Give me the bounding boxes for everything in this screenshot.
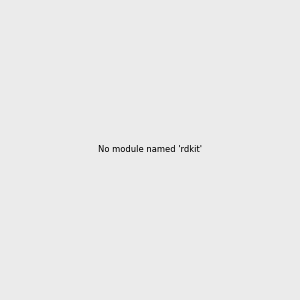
Text: No module named 'rdkit': No module named 'rdkit' [98, 146, 202, 154]
